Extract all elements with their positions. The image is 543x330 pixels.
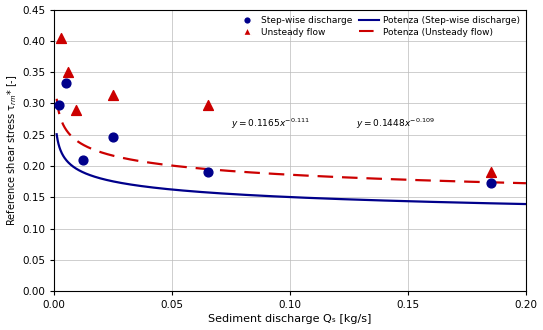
- Point: [486, 170, 495, 175]
- Point: [62, 80, 71, 85]
- X-axis label: Sediment discharge Qₛ [kg/s]: Sediment discharge Qₛ [kg/s]: [209, 314, 372, 324]
- Point: [486, 180, 495, 185]
- Point: [55, 102, 64, 107]
- Legend: Step-wise discharge, Unsteady flow, Potenza (Step-wise discharge), Potenza (Unst: Step-wise discharge, Unsteady flow, Pote…: [235, 14, 521, 38]
- Text: $y = 0.1165x^{-0.111}$: $y = 0.1165x^{-0.111}$: [231, 116, 310, 131]
- Y-axis label: Reference shear stress τ$_{rm}$* [-]: Reference shear stress τ$_{rm}$* [-]: [5, 75, 20, 226]
- Point: [78, 157, 87, 162]
- Text: $y = 0.1448x^{-0.109}$: $y = 0.1448x^{-0.109}$: [356, 116, 435, 131]
- Point: [203, 103, 212, 108]
- Point: [203, 170, 212, 175]
- Point: [109, 134, 118, 139]
- Point: [109, 93, 118, 98]
- Point: [57, 35, 66, 40]
- Text: Wilcock and Crowe: Wilcock and Crowe: [234, 0, 346, 3]
- Point: [64, 70, 73, 75]
- Point: [71, 107, 80, 112]
